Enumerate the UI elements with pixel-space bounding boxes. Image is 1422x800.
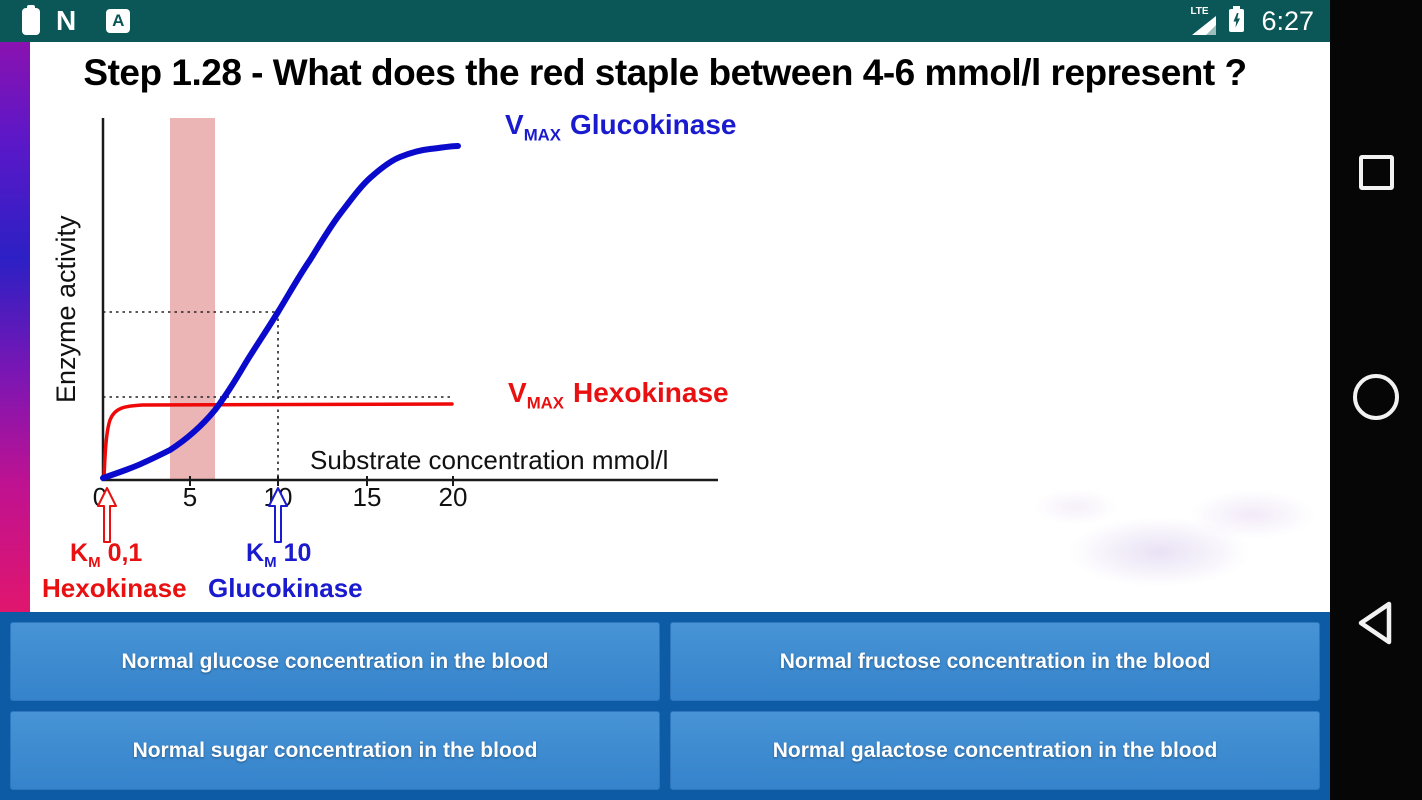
- background-watermark: [1020, 462, 1330, 612]
- enzyme-kinetics-chart: 0 5 10 15 20: [93, 118, 718, 543]
- status-bar: N A LTE 6:27: [0, 0, 1330, 42]
- status-bar-right: LTE 6:27: [1190, 5, 1314, 38]
- home-button[interactable]: [1330, 374, 1422, 420]
- hexokinase-curve: [102, 402, 454, 480]
- x-axis-ticks: [189, 476, 454, 486]
- square-icon: [1358, 155, 1394, 190]
- answer-button-fructose[interactable]: Normal fructose concentration in the blo…: [670, 622, 1320, 701]
- signal-triangle-icon: [1192, 16, 1217, 35]
- glucokinase-curve: [100, 143, 461, 481]
- question-area: Step 1.28 - What does the red staple bet…: [0, 42, 1330, 612]
- recents-button[interactable]: [1330, 155, 1422, 190]
- status-bar-left: N A: [22, 4, 131, 36]
- hexokinase-km-arrow: [97, 487, 117, 543]
- glucokinase-km-arrow: [268, 487, 288, 543]
- answer-button-sugar[interactable]: Normal sugar concentration in the blood: [10, 711, 660, 790]
- answers-panel: Normal glucose concentration in the bloo…: [0, 612, 1330, 800]
- a-app-icon: A: [106, 9, 131, 33]
- battery-status-icon: [1228, 5, 1245, 38]
- n-app-icon: N: [56, 5, 77, 36]
- left-gradient-strip: [0, 42, 30, 612]
- answer-button-galactose[interactable]: Normal galactose concentration in the bl…: [670, 711, 1320, 790]
- circle-icon: [1353, 374, 1399, 420]
- answer-button-glucose[interactable]: Normal glucose concentration in the bloo…: [10, 622, 660, 701]
- x-tick-15: 15: [353, 482, 382, 512]
- status-time: 6:27: [1261, 5, 1314, 36]
- lte-signal-icon: LTE: [1190, 6, 1217, 35]
- x-tick-5: 5: [183, 482, 197, 512]
- question-title: Step 1.28 - What does the red staple bet…: [83, 52, 1247, 93]
- x-tick-20: 20: [439, 482, 468, 512]
- navigation-bar: [1330, 0, 1422, 800]
- battery-full-icon: [22, 4, 40, 35]
- lte-label: LTE: [1190, 6, 1209, 17]
- triangle-left-icon: [1358, 601, 1392, 645]
- glucokinase-halfmax-guide: [103, 311, 279, 480]
- back-button[interactable]: [1330, 598, 1422, 648]
- highlight-band-4-6: [170, 118, 215, 480]
